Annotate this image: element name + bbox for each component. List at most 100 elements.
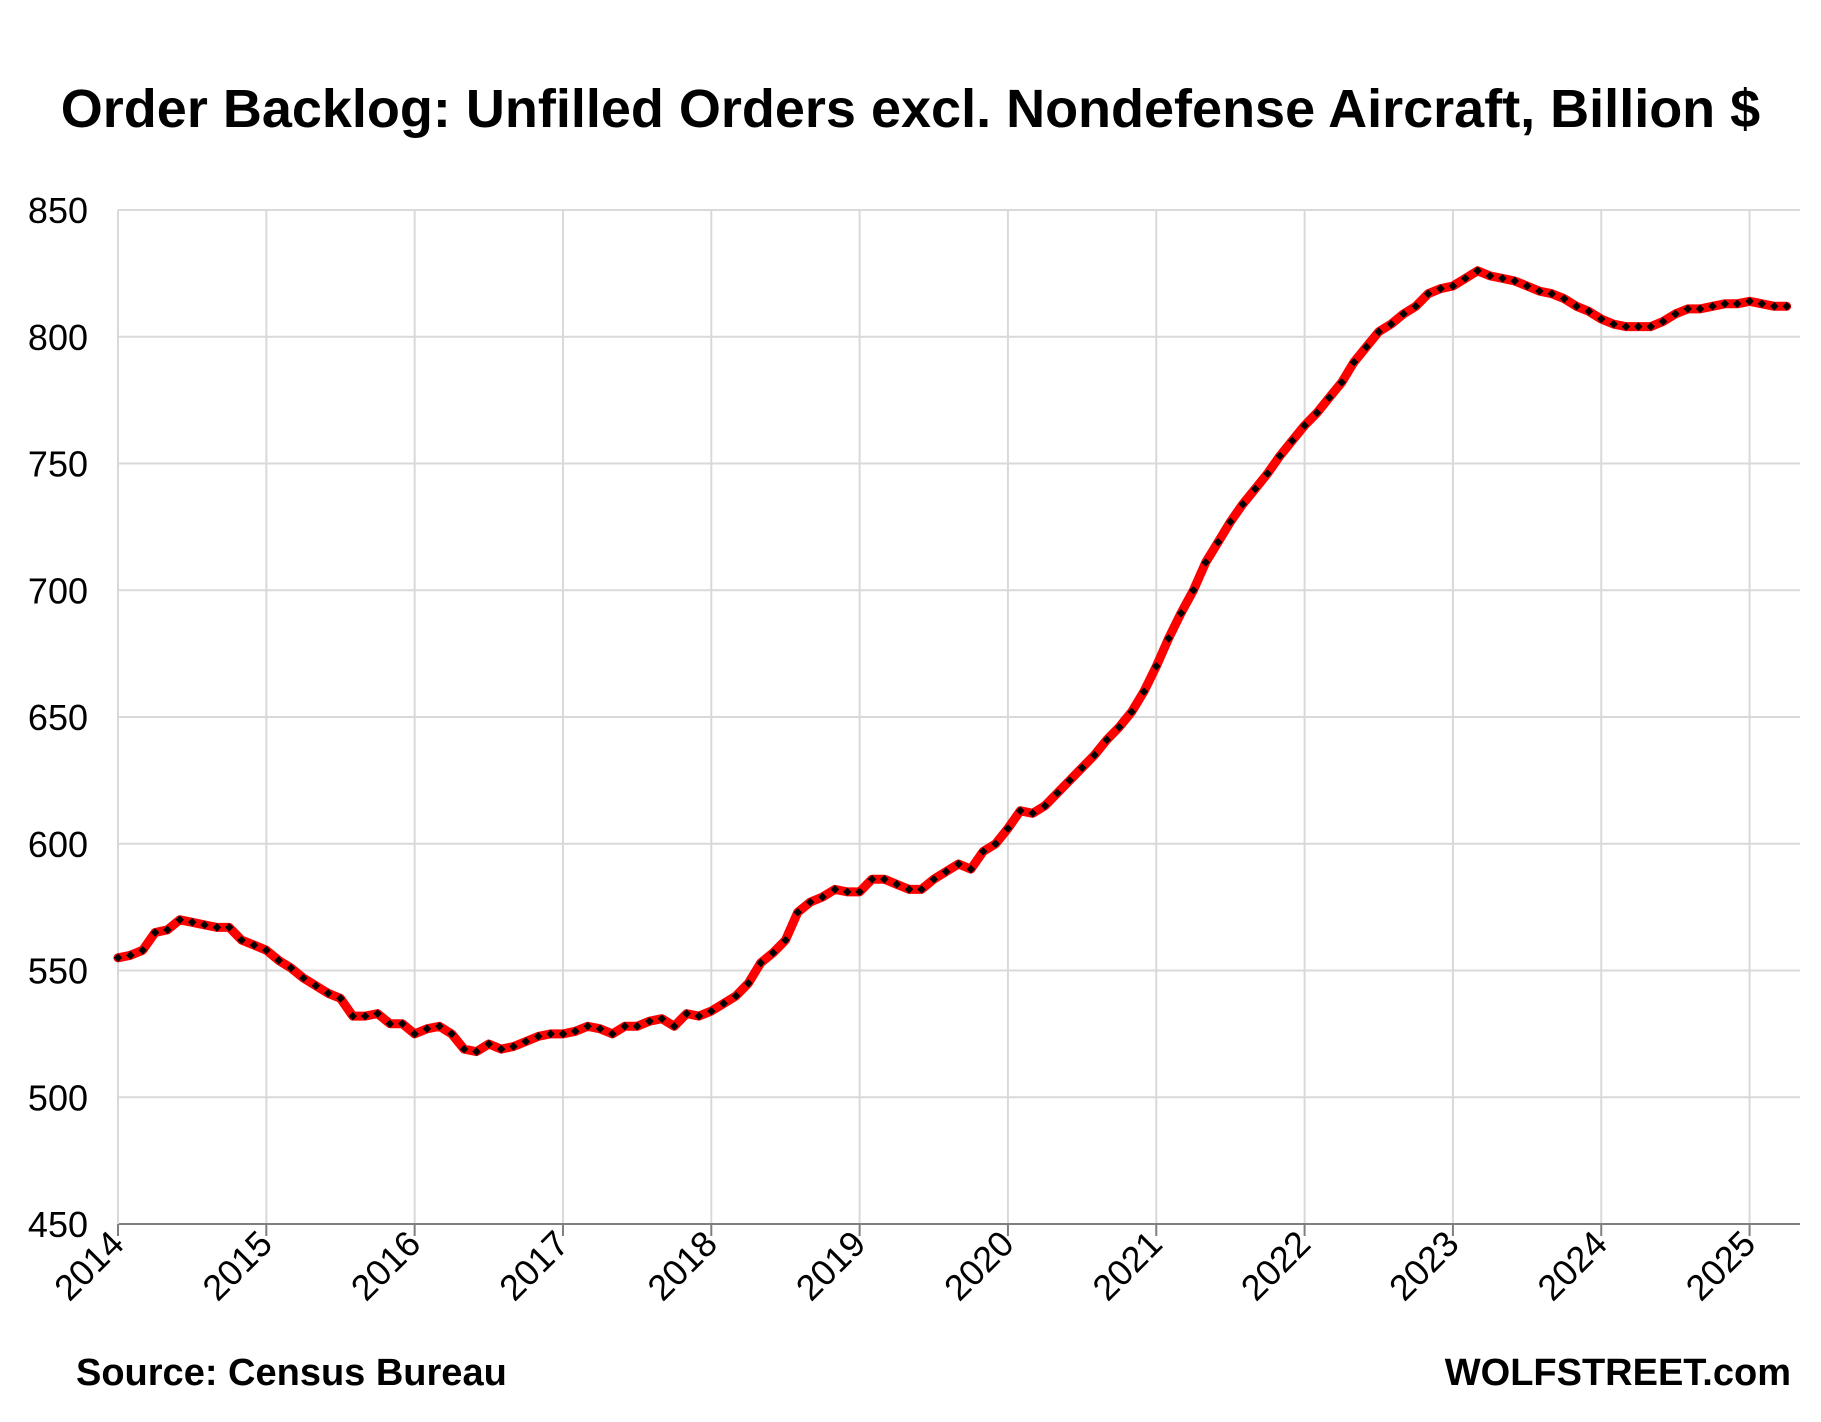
data-point <box>385 1019 395 1028</box>
data-point <box>1436 284 1445 293</box>
data-point <box>1040 801 1050 810</box>
data-point <box>830 885 840 894</box>
data-point <box>978 847 988 856</box>
data-point <box>1448 281 1458 291</box>
data-point <box>632 1022 642 1031</box>
data-point <box>422 1024 432 1034</box>
data-point <box>299 973 308 983</box>
data-point <box>867 874 877 884</box>
data-point <box>595 1024 605 1034</box>
data-point <box>496 1044 506 1054</box>
data-point <box>744 978 753 988</box>
data-point <box>608 1029 617 1039</box>
data-point <box>410 1029 419 1039</box>
data-point <box>1634 322 1643 331</box>
data-point <box>1349 357 1359 367</box>
data-point <box>1189 586 1198 595</box>
data-point <box>336 994 345 1003</box>
y-tick-label: 750 <box>28 444 88 485</box>
data-point <box>1708 302 1717 311</box>
data-point <box>719 999 728 1008</box>
y-tick-label: 600 <box>28 824 88 865</box>
y-axis-tick-labels: 450 500 550 600 650 700 750 800 850 <box>28 190 88 1245</box>
data-point <box>1337 378 1346 387</box>
grid-lines <box>118 209 1800 1224</box>
data-point <box>991 839 1000 849</box>
data-point <box>682 1009 691 1018</box>
data-point <box>880 874 889 884</box>
brand-note: WOLFSTREET.com <box>1444 1352 1791 1394</box>
data-point <box>1757 299 1767 309</box>
data-point <box>459 1044 469 1054</box>
data-point <box>1671 309 1680 319</box>
data-point <box>1275 451 1285 461</box>
data-point <box>546 1029 555 1039</box>
data-point <box>941 867 951 876</box>
data-point <box>781 935 790 945</box>
data-point <box>1584 307 1594 316</box>
data-point <box>558 1029 568 1039</box>
data-point <box>1213 537 1223 547</box>
data-point <box>1547 289 1557 298</box>
data-point <box>1609 319 1618 329</box>
data-point <box>1510 276 1519 286</box>
data-point <box>1164 634 1173 643</box>
data-point <box>805 897 815 907</box>
data-point <box>1374 327 1384 336</box>
data-point <box>348 1011 358 1021</box>
data-point <box>311 981 321 990</box>
y-tick-label: 500 <box>28 1077 88 1118</box>
series-line <box>113 266 1792 1057</box>
data-point <box>892 880 901 889</box>
data-point <box>1362 342 1371 352</box>
data-point <box>1399 309 1408 319</box>
y-tick-label: 550 <box>28 951 88 992</box>
y-tick-label: 650 <box>28 697 88 738</box>
data-point <box>1596 314 1606 324</box>
data-point <box>818 892 827 902</box>
data-point <box>360 1011 370 1021</box>
data-point <box>657 1014 667 1023</box>
data-point <box>1016 806 1025 816</box>
data-point <box>756 958 765 968</box>
data-point <box>1559 294 1569 303</box>
data-point <box>1102 735 1112 745</box>
data-point <box>731 991 741 1001</box>
data-point <box>1152 662 1161 671</box>
data-point <box>707 1006 716 1016</box>
series-layer <box>113 266 1792 1057</box>
data-point <box>521 1037 531 1046</box>
data-point <box>1065 776 1074 785</box>
data-point <box>620 1022 630 1031</box>
data-point <box>1745 297 1754 306</box>
data-point <box>1522 281 1532 291</box>
data-point <box>1300 421 1309 430</box>
data-point <box>1720 299 1730 309</box>
data-point <box>1226 517 1235 527</box>
data-point <box>917 885 926 894</box>
data-point <box>1053 788 1062 798</box>
y-tick-label: 450 <box>28 1204 88 1245</box>
data-point <box>1176 608 1186 618</box>
data-point <box>571 1027 580 1036</box>
chart-title: Order Backlog: Unfilled Orders excl. Non… <box>60 79 1761 139</box>
data-point <box>373 1009 382 1018</box>
data-point <box>1263 469 1272 478</box>
data-point <box>855 887 864 897</box>
axes <box>117 210 1800 1236</box>
data-point <box>1312 408 1322 418</box>
source-note: Source: Census Bureau <box>76 1352 507 1394</box>
data-point <box>1127 707 1136 717</box>
data-point <box>1770 302 1779 311</box>
y-tick-label: 800 <box>28 317 88 358</box>
x-axis-tick-labels: 2014 2015 2016 2017 2018 2019 2020 2021 2022 2023… <box>46 1223 1763 1309</box>
data-point <box>1658 317 1668 326</box>
data-point <box>1535 286 1544 296</box>
y-tick-label: 850 <box>28 190 88 231</box>
data-point <box>447 1029 456 1039</box>
data-point <box>1572 302 1581 311</box>
data-point <box>534 1032 543 1041</box>
data-point <box>1621 322 1631 331</box>
data-point <box>843 887 852 897</box>
